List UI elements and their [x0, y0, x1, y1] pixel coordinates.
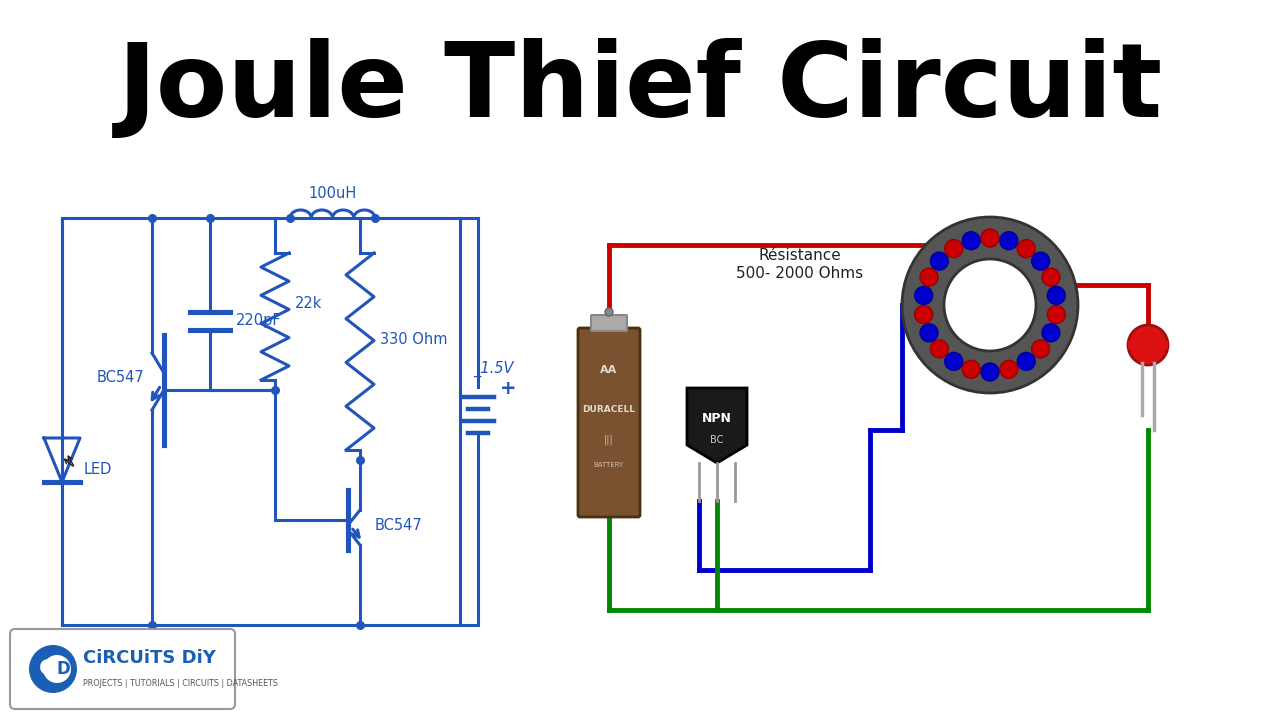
Circle shape	[1000, 232, 1018, 250]
Circle shape	[980, 229, 998, 247]
Circle shape	[915, 305, 933, 323]
FancyBboxPatch shape	[579, 328, 640, 517]
Circle shape	[44, 655, 70, 683]
Polygon shape	[687, 388, 748, 463]
Text: Résistance: Résistance	[759, 248, 841, 263]
Circle shape	[1128, 325, 1169, 365]
Text: 500- 2000 Ohms: 500- 2000 Ohms	[736, 266, 864, 282]
Circle shape	[980, 363, 998, 381]
Text: 22k: 22k	[294, 297, 323, 312]
FancyBboxPatch shape	[591, 315, 627, 331]
Circle shape	[920, 324, 938, 342]
Circle shape	[920, 268, 938, 286]
Text: CiRCUiTS DiY: CiRCUiTS DiY	[83, 649, 216, 667]
Text: 220pF: 220pF	[236, 313, 282, 328]
Circle shape	[945, 240, 963, 258]
Circle shape	[1047, 305, 1065, 323]
Circle shape	[963, 360, 980, 378]
Circle shape	[1018, 352, 1036, 370]
Text: 100uH: 100uH	[308, 186, 357, 201]
Circle shape	[931, 340, 948, 358]
Text: D: D	[56, 660, 70, 678]
Text: G: G	[38, 659, 58, 679]
Text: +: +	[499, 379, 516, 398]
Circle shape	[945, 352, 963, 370]
Circle shape	[931, 252, 948, 270]
Circle shape	[1047, 287, 1065, 305]
Circle shape	[29, 645, 77, 693]
Text: _1.5V: _1.5V	[474, 361, 513, 377]
Text: |||: |||	[604, 435, 614, 445]
Circle shape	[915, 287, 933, 305]
Circle shape	[1018, 240, 1036, 258]
Circle shape	[1032, 252, 1050, 270]
Text: Joule Thief Circuit: Joule Thief Circuit	[118, 37, 1162, 138]
Text: BC547: BC547	[96, 370, 143, 385]
Bar	[1128, 341, 1169, 349]
Text: LED: LED	[84, 462, 113, 477]
Text: BATTERY: BATTERY	[594, 462, 625, 468]
Text: NPN: NPN	[701, 412, 732, 425]
Circle shape	[1000, 360, 1018, 378]
Text: BC547: BC547	[375, 518, 422, 533]
Text: BC: BC	[710, 435, 723, 445]
Text: 330 Ohm: 330 Ohm	[380, 331, 448, 346]
Circle shape	[1042, 324, 1060, 342]
Circle shape	[1032, 340, 1050, 358]
FancyBboxPatch shape	[10, 629, 236, 709]
Circle shape	[1042, 268, 1060, 286]
Circle shape	[963, 232, 980, 250]
Text: DURACELL: DURACELL	[582, 405, 635, 415]
Text: AA: AA	[600, 365, 618, 375]
Text: PROJECTS | TUTORIALS | CIRCUITS | DATASHEETS: PROJECTS | TUTORIALS | CIRCUITS | DATASH…	[83, 680, 278, 688]
Circle shape	[605, 308, 613, 316]
